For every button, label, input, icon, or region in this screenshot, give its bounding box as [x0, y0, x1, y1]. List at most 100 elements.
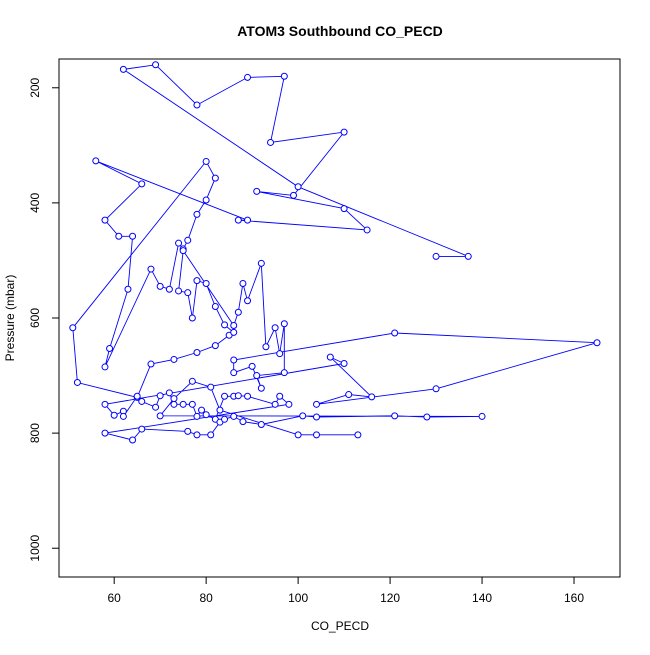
- data-point: [193, 431, 201, 439]
- data-point: [101, 429, 109, 437]
- data-point: [340, 359, 348, 367]
- data-point: [244, 297, 252, 305]
- data-point: [257, 259, 265, 267]
- data-point: [119, 412, 127, 420]
- data-point: [129, 436, 137, 444]
- data-point: [354, 431, 362, 439]
- x-tick-label: 120: [380, 591, 400, 605]
- data-point: [133, 392, 141, 400]
- data-point: [464, 252, 472, 260]
- data-point: [230, 369, 238, 377]
- data-point: [244, 392, 252, 400]
- data-point: [152, 403, 160, 411]
- data-point: [124, 285, 132, 293]
- data-point: [101, 216, 109, 224]
- data-point: [193, 349, 201, 357]
- data-point: [207, 383, 215, 391]
- data-point: [184, 427, 192, 435]
- data-point: [198, 406, 206, 414]
- data-point: [119, 65, 127, 73]
- data-point: [101, 400, 109, 408]
- data-point: [271, 324, 279, 332]
- data-point: [156, 392, 164, 400]
- data-point: [221, 415, 229, 423]
- data-point: [138, 397, 146, 405]
- data-point: [391, 329, 399, 337]
- data-point: [175, 287, 183, 295]
- data-point: [257, 384, 265, 392]
- data-point: [101, 363, 109, 371]
- data-point: [193, 210, 201, 218]
- y-tick-label: 600: [28, 308, 42, 328]
- x-tick-label: 140: [472, 591, 492, 605]
- data-point: [156, 282, 164, 290]
- data-point: [193, 277, 201, 285]
- data-point: [593, 339, 601, 347]
- data-point: [230, 321, 238, 329]
- data-point: [313, 413, 321, 421]
- data-point: [165, 389, 173, 397]
- data-point: [110, 411, 118, 419]
- chart-title: ATOM3 Southbound CO_PECD: [237, 23, 443, 39]
- x-tick-label: 100: [288, 591, 308, 605]
- data-point: [234, 216, 242, 224]
- data-point: [391, 412, 399, 420]
- data-point: [188, 314, 196, 322]
- data-point: [326, 353, 334, 361]
- data-point: [106, 345, 114, 353]
- data-point: [211, 174, 219, 182]
- data-point: [184, 289, 192, 297]
- data-point: [170, 400, 178, 408]
- data-point: [184, 236, 192, 244]
- data-point: [147, 360, 155, 368]
- data-point: [234, 392, 242, 400]
- y-tick-label: 1000: [28, 535, 42, 562]
- data-point: [313, 431, 321, 439]
- data-point: [165, 285, 173, 293]
- y-axis: 200 400 600 800 1000: [28, 77, 60, 562]
- data-point: [363, 226, 371, 234]
- data-point: [234, 308, 242, 316]
- data-point: [280, 369, 288, 377]
- data-point: [340, 205, 348, 213]
- data-point: [179, 247, 187, 255]
- data-point: [221, 392, 229, 400]
- data-point: [294, 183, 302, 191]
- data-point: [271, 400, 279, 408]
- data-point: [211, 302, 219, 310]
- data-point: [129, 232, 137, 240]
- data-point: [175, 239, 183, 247]
- data-point: [368, 393, 376, 401]
- data-point: [152, 61, 160, 69]
- data-point: [244, 216, 252, 224]
- series-layer: [69, 61, 601, 444]
- y-tick-label: 400: [28, 193, 42, 213]
- x-tick-label: 60: [108, 591, 122, 605]
- data-point: [345, 391, 353, 399]
- data-point: [248, 362, 256, 370]
- data-point: [432, 385, 440, 393]
- data-point: [207, 431, 215, 439]
- data-point: [202, 196, 210, 204]
- data-point: [239, 279, 247, 287]
- data-point: [138, 425, 146, 433]
- data-point: [294, 431, 302, 439]
- data-point: [170, 395, 178, 403]
- data-point: [69, 324, 77, 332]
- x-axis: 60 80 100 120 140 160: [108, 576, 584, 605]
- data-point: [230, 412, 238, 420]
- data-point: [432, 252, 440, 260]
- data-point: [179, 400, 187, 408]
- data-point: [202, 411, 210, 419]
- x-tick-label: 160: [564, 591, 584, 605]
- data-point: [230, 328, 238, 336]
- data-point: [340, 128, 348, 136]
- data-point: [73, 378, 81, 386]
- y-tick-label: 200: [28, 77, 42, 97]
- data-point: [92, 157, 100, 165]
- data-point: [285, 400, 293, 408]
- data-point: [280, 320, 288, 328]
- data-point: [211, 342, 219, 350]
